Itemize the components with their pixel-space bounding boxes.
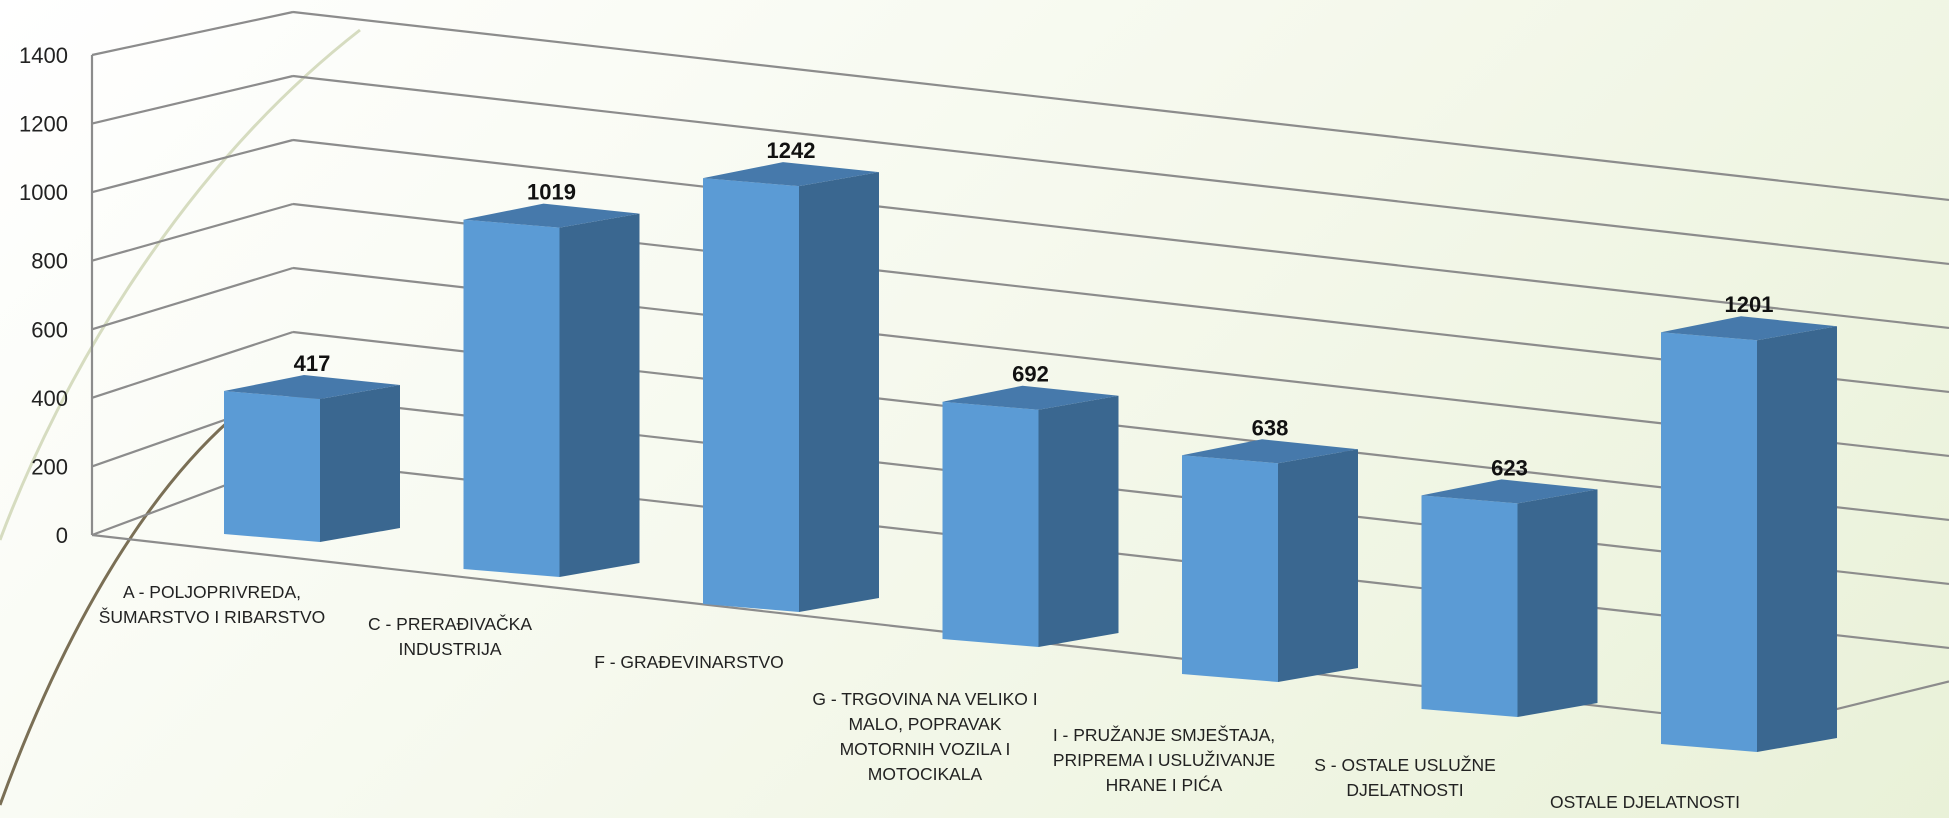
y-tick-label: 1000 [19,180,68,205]
category-label: C - PRERAĐIVAČKA INDUSTRIJA [367,614,532,659]
bar-top-face [1421,479,1598,504]
bar-2 [463,203,640,577]
bar-side-face [559,213,640,577]
y-tick-label: 0 [56,523,68,548]
data-label: 417 [294,351,331,376]
decorative-arc-light [0,28,361,541]
bar-top-face [703,162,879,187]
bar-side-face [1517,489,1598,717]
bar-top-face [1661,316,1837,341]
y-tick-label: 1200 [19,112,68,137]
side-gridline [91,74,294,125]
bar-front-face [463,219,560,577]
back-gridline [292,74,1949,266]
bars [224,162,1837,752]
category-label: A - POLJOPRIVREDA, ŠUMARSTVO I RIBARSTVO [98,582,326,627]
bar-front-face [1421,495,1518,717]
data-label: 623 [1491,455,1528,480]
bar-7 [1661,316,1837,752]
bar-side-face [320,385,400,542]
bar-top-face [942,385,1119,410]
category-label: S - OSTALE USLUŽNE DJELATNOSTI [1314,755,1496,800]
category-label: OSTALE DJELATNOSTI [1550,792,1740,812]
bar-3 [703,162,879,612]
side-gridline [91,330,294,399]
decorative-arcs [0,28,361,806]
bar-top-face [224,375,400,400]
category-label: F - GRAĐEVINARSTVO [594,652,784,672]
y-tick-label: 800 [31,249,68,274]
bar-front-face [1661,332,1757,752]
bar-top-face [463,203,640,228]
data-label: 1242 [767,138,816,163]
y-tick-label: 1400 [19,43,68,68]
bar-side-face [1278,449,1358,682]
bar-1 [224,375,400,542]
back-gridline [292,10,1949,202]
data-labels: 417 1019 1242 692 638 623 1201 [294,138,1774,480]
side-gridline [91,266,294,331]
bar-4 [942,385,1119,647]
category-label: G - TRGOVINA NA VELIKO I MALO, POPRAVAK … [812,689,1038,784]
y-tick-label: 200 [31,454,68,479]
y-tick-label: 400 [31,386,68,411]
bar-front-face [703,178,799,612]
bar-6 [1421,479,1598,717]
y-axis: 0 200 400 600 800 1000 1200 1400 [19,43,68,548]
side-gridline [91,10,294,57]
decorative-arc-dark [0,418,231,806]
side-gridline [91,138,294,194]
bar-front-face [942,401,1039,647]
side-gridline [91,202,294,262]
y-tick-label: 600 [31,317,68,342]
bar-side-face [799,172,879,612]
bar-side-face [1038,395,1119,647]
bar-front-face [224,391,320,542]
bar-side-face [1757,326,1837,752]
category-label: I - PRUŽANJE SMJEŠTAJA, PRIPREMA I USLUŽ… [1052,725,1276,795]
bar-front-face [1182,455,1278,682]
data-label: 1019 [527,180,576,205]
bar-top-face [1182,439,1358,464]
back-gridline [292,138,1949,330]
data-label: 638 [1252,415,1289,440]
bar-5 [1182,439,1358,682]
data-label: 692 [1012,362,1049,387]
data-label: 1201 [1725,292,1774,317]
